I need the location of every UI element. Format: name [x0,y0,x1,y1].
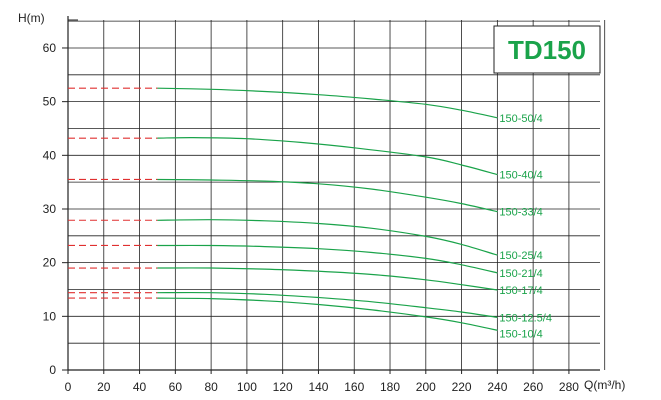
title-box [493,25,601,74]
curve-150-25-4 [157,219,498,256]
y-tick-label: 10 [43,309,57,323]
y-tick-label: 60 [43,41,57,55]
chart-title: TD150 [508,35,586,65]
x-tick-label: 160 [344,380,364,394]
y-tick-label: 40 [43,148,57,162]
label-150-40-4: 150-40/4 [499,170,542,182]
label-150-12-5-4: 150-12.5/4 [499,312,552,324]
x-tick-label: 180 [380,380,400,394]
curve-150-33-4 [157,178,498,213]
axis-ticks: 0 20 40 60 80 100 120 140 160 180 200 220 240 260 280 0… [43,41,580,394]
y-tick-label: 50 [43,95,57,109]
x-tick-label: 40 [133,380,147,394]
x-tick-label: 20 [97,380,111,394]
x-tick-label: 140 [308,380,328,394]
y-axis-label: H(m) [18,11,45,25]
label-150-10-4: 150-10/4 [499,328,542,340]
label-150-21-4: 150-21/4 [499,268,542,280]
curve-150-10-4 [157,297,498,331]
grid [67,16,606,371]
curve-150-21-4 [157,244,498,274]
x-tick-label: 220 [452,380,472,394]
curve-150-40-4 [157,136,498,176]
pump-curves: 150-50/4 150-40/4 150-33/4 150-25/4 150-21/4… [157,87,552,340]
label-150-33-4: 150-33/4 [499,207,542,219]
x-tick-label: 260 [523,380,543,394]
y-tick-label: 20 [43,256,57,270]
shutoff-dashed-lines [68,87,158,299]
x-tick-label: 80 [204,380,218,394]
label-150-50-4: 150-50/4 [499,113,542,125]
x-tick-label: 100 [237,380,257,394]
curve-150-12-5-4 [157,291,498,318]
x-axis-label: Q(m³/h) [584,378,625,392]
x-tick-label: 280 [559,380,579,394]
x-tick-label: 240 [487,380,507,394]
x-tick-label: 200 [416,380,436,394]
label-150-25-4: 150-25/4 [499,250,542,262]
curve-150-50-4 [157,87,498,119]
label-150-17-4: 150-17/4 [499,285,542,297]
y-tick-label: 0 [49,363,56,377]
curve-150-17-4 [157,267,498,291]
y-tick-label: 30 [43,202,57,216]
x-tick-label: 60 [169,380,183,394]
x-tick-label: 120 [273,380,293,394]
x-tick-label: 0 [65,380,72,394]
